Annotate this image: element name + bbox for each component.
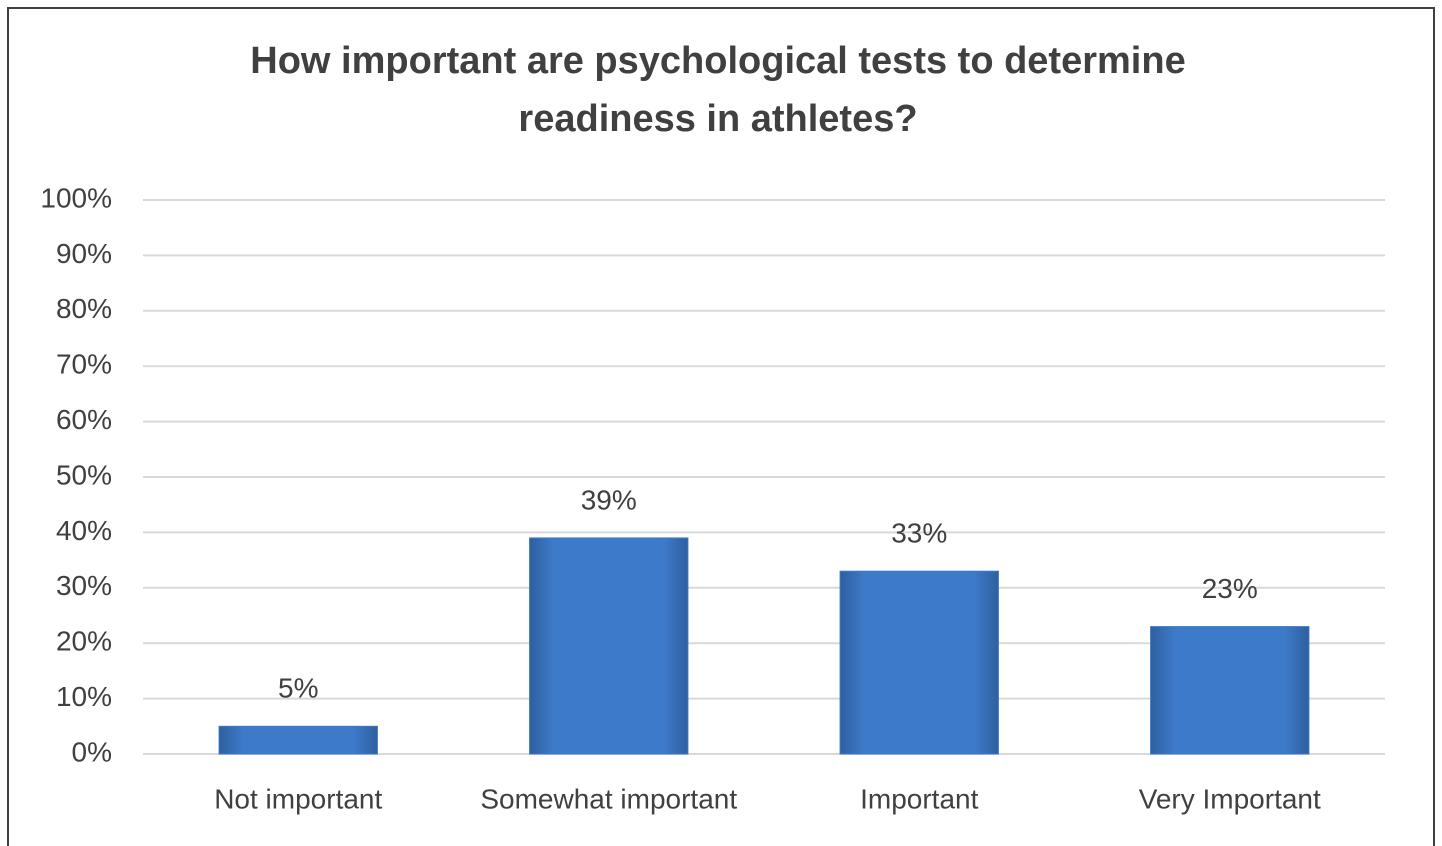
y-tick-label: 20%	[56, 626, 112, 657]
y-tick-label: 50%	[56, 459, 112, 490]
data-label: 39%	[581, 484, 637, 515]
y-tick-label: 10%	[56, 681, 112, 712]
chart-title: readiness in athletes?	[518, 98, 917, 140]
y-tick-label: 100%	[40, 182, 112, 213]
y-tick-label: 80%	[56, 293, 112, 324]
x-tick-label: Very Important	[1139, 783, 1321, 814]
bar	[1150, 626, 1310, 755]
y-tick-label: 60%	[56, 404, 112, 435]
y-tick-label: 70%	[56, 349, 112, 380]
bar	[529, 537, 689, 755]
x-tick-label: Somewhat important	[480, 783, 737, 814]
y-tick-label: 0%	[72, 736, 112, 767]
data-label: 23%	[1202, 573, 1258, 604]
chart-title: How important are psychological tests to…	[250, 40, 1185, 82]
bar	[839, 570, 999, 755]
x-tick-label: Important	[860, 783, 978, 814]
bar	[218, 725, 378, 755]
data-label: 33%	[891, 518, 947, 549]
y-tick-label: 90%	[56, 238, 112, 269]
data-label: 5%	[278, 673, 318, 704]
x-tick-label: Not important	[214, 783, 382, 814]
y-tick-label: 30%	[56, 570, 112, 601]
y-tick-label: 40%	[56, 515, 112, 546]
